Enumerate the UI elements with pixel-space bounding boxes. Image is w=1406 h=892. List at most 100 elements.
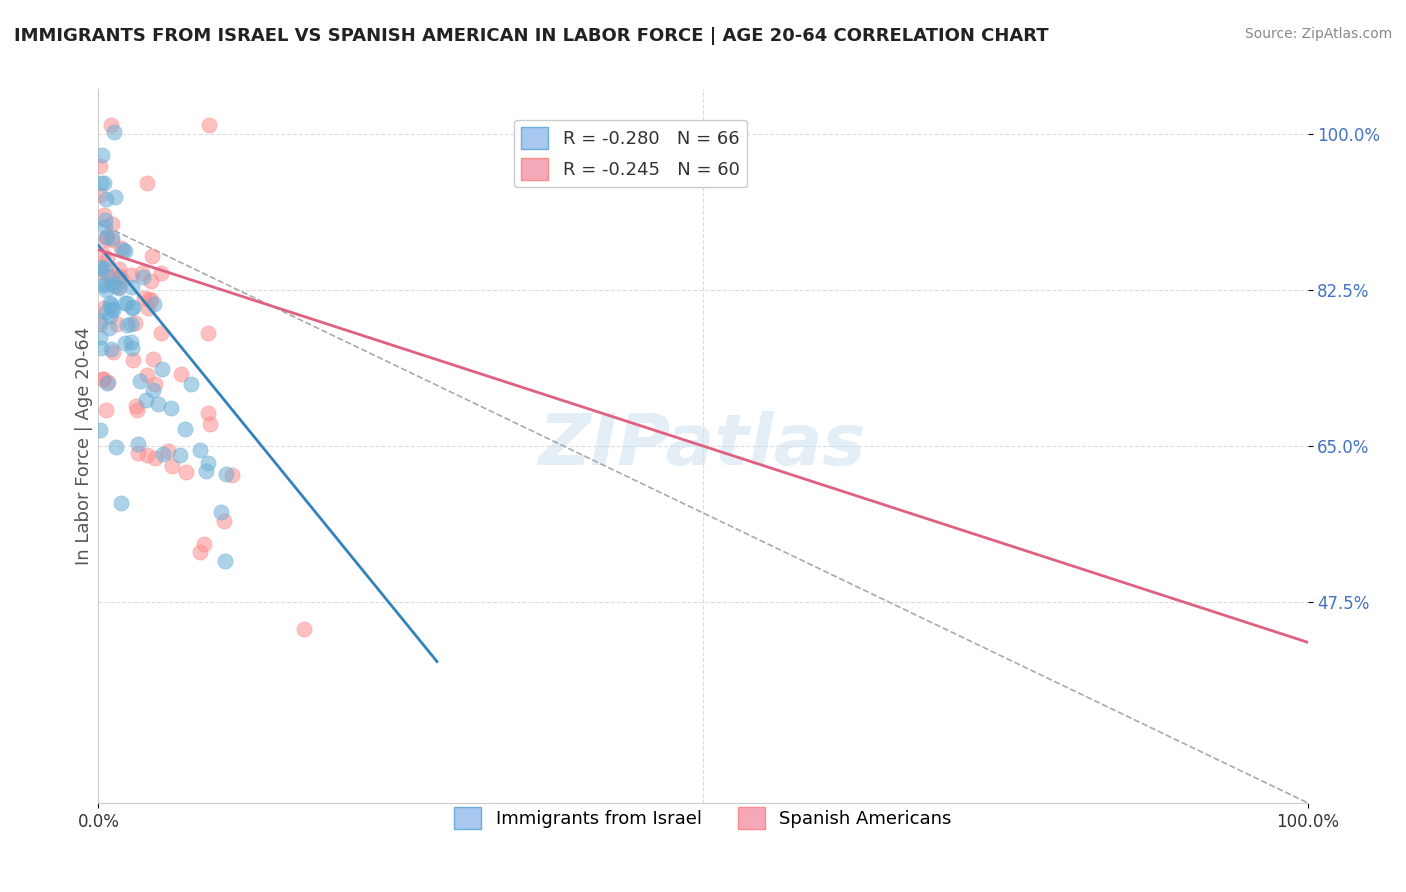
Point	[136, 301, 159, 316]
Point	[152, 362, 174, 376]
Point	[115, 318, 138, 332]
Point	[150, 326, 173, 341]
Point	[221, 468, 243, 483]
Point	[135, 392, 157, 407]
Point	[111, 273, 134, 287]
Point	[209, 504, 232, 518]
Point	[114, 296, 136, 310]
Point	[142, 352, 165, 367]
Point	[100, 231, 122, 245]
Point	[94, 192, 117, 206]
Point	[94, 232, 117, 246]
Point	[124, 400, 146, 414]
Point	[169, 368, 191, 382]
Point	[101, 276, 124, 290]
Point	[91, 246, 114, 260]
Point	[127, 437, 149, 451]
Point	[98, 321, 121, 335]
Point	[121, 280, 143, 294]
Point	[125, 402, 148, 417]
Point	[107, 269, 129, 284]
Point	[89, 330, 111, 344]
Point	[107, 279, 129, 293]
Point	[96, 277, 118, 291]
Point	[122, 352, 145, 367]
Point	[180, 376, 202, 391]
Point	[100, 309, 122, 323]
Point	[96, 230, 118, 244]
Point	[121, 341, 143, 355]
Point	[112, 244, 135, 258]
Point	[152, 447, 174, 461]
Point	[214, 467, 236, 481]
Point	[131, 266, 153, 280]
Point	[97, 375, 120, 389]
Point	[97, 268, 120, 283]
Point	[129, 374, 152, 388]
Point	[101, 233, 124, 247]
Point	[101, 303, 124, 318]
Point	[100, 217, 122, 231]
Point	[292, 622, 315, 636]
Point	[135, 448, 157, 462]
Point	[94, 230, 117, 244]
Point	[101, 269, 124, 284]
Point	[188, 443, 211, 458]
Point	[93, 213, 115, 227]
Text: Source: ZipAtlas.com: Source: ZipAtlas.com	[1244, 27, 1392, 41]
Point	[132, 291, 155, 305]
Point	[135, 177, 157, 191]
Point	[98, 296, 121, 310]
Point	[89, 314, 111, 328]
Point	[110, 496, 132, 510]
Text: ZIPatlas: ZIPatlas	[540, 411, 866, 481]
Point	[160, 401, 183, 415]
Point	[96, 252, 118, 266]
Point	[188, 545, 211, 559]
Point	[150, 266, 173, 280]
Point	[104, 189, 127, 203]
Point	[89, 423, 111, 437]
Point	[121, 335, 143, 350]
Point	[101, 344, 124, 359]
Point	[89, 187, 111, 202]
Point	[198, 417, 221, 431]
Point	[89, 262, 111, 277]
Point	[136, 368, 159, 382]
Legend: Immigrants from Israel, Spanish Americans: Immigrants from Israel, Spanish American…	[447, 800, 959, 837]
Point	[143, 296, 166, 310]
Point	[100, 342, 122, 356]
Point	[105, 440, 128, 454]
Point	[89, 265, 111, 279]
Point	[91, 278, 114, 293]
Point	[169, 448, 191, 462]
Point	[138, 292, 160, 306]
Point	[141, 383, 163, 397]
Y-axis label: In Labor Force | Age 20-64: In Labor Force | Age 20-64	[75, 326, 93, 566]
Point	[108, 270, 131, 285]
Point	[120, 317, 142, 331]
Point	[93, 176, 115, 190]
Point	[96, 284, 118, 298]
Point	[96, 376, 118, 390]
Point	[174, 422, 197, 436]
Point	[148, 397, 170, 411]
Point	[174, 465, 197, 479]
Text: IMMIGRANTS FROM ISRAEL VS SPANISH AMERICAN IN LABOR FORCE | AGE 20-64 CORRELATIO: IMMIGRANTS FROM ISRAEL VS SPANISH AMERIC…	[14, 27, 1049, 45]
Point	[108, 281, 131, 295]
Point	[197, 406, 219, 420]
Point	[90, 341, 112, 355]
Point	[214, 554, 236, 568]
Point	[197, 326, 219, 340]
Point	[115, 296, 138, 310]
Point	[198, 118, 221, 132]
Point	[141, 249, 163, 263]
Point	[94, 262, 117, 277]
Point	[139, 274, 162, 288]
Point	[91, 372, 114, 386]
Point	[94, 402, 117, 417]
Point	[124, 316, 146, 330]
Point	[121, 301, 143, 315]
Point	[212, 514, 235, 528]
Point	[89, 159, 111, 173]
